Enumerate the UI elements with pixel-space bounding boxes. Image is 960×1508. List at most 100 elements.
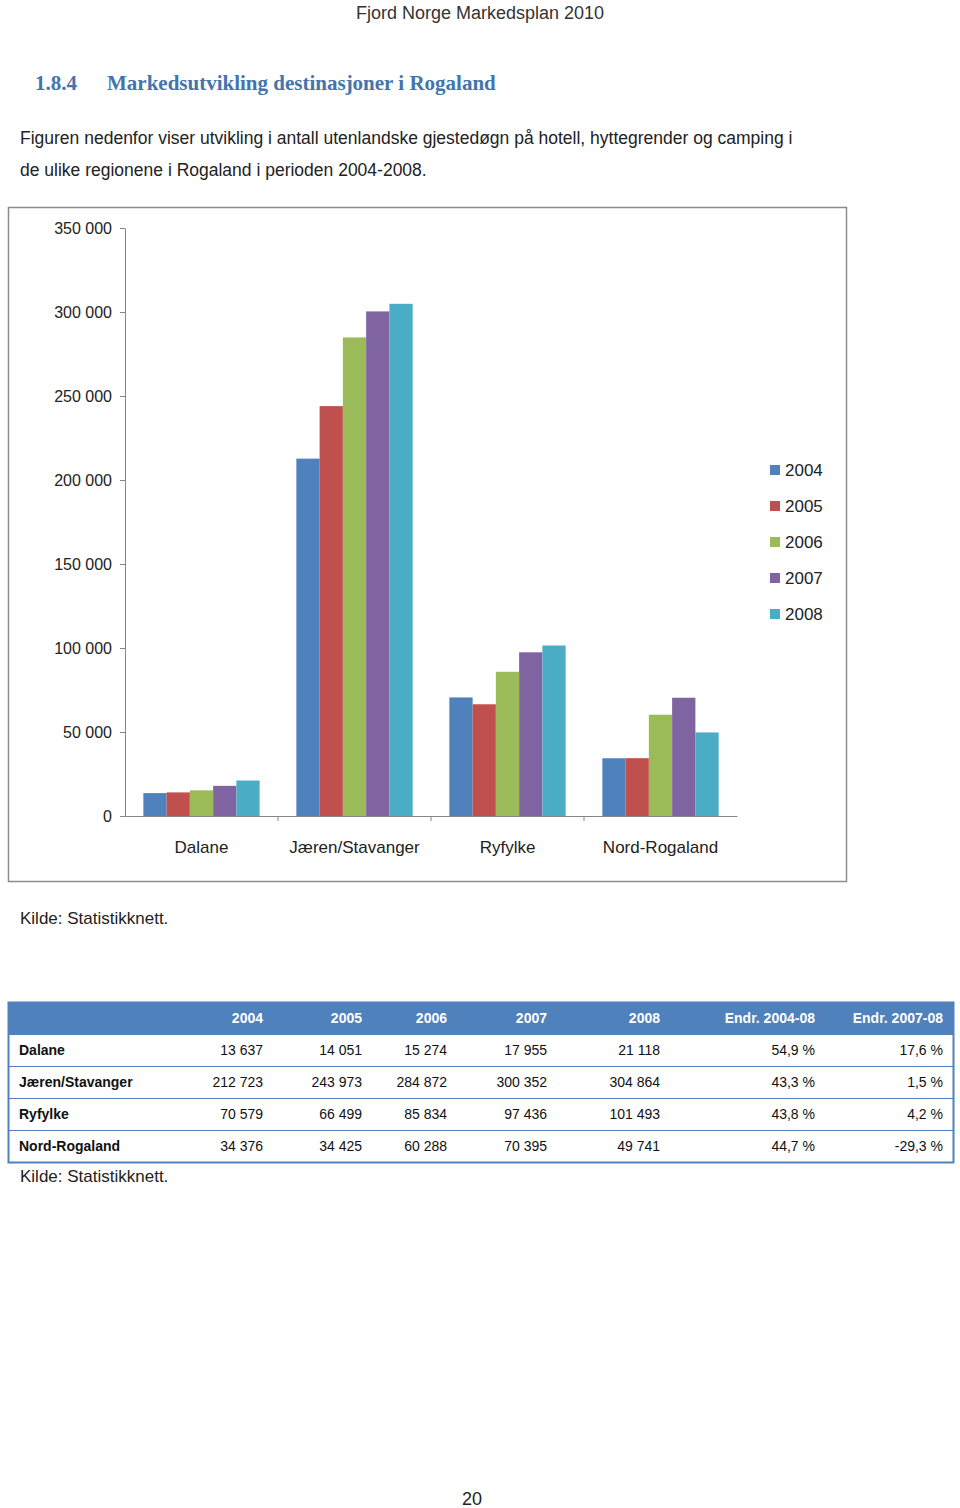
table-cell: 1,5 % — [907, 1074, 943, 1090]
tick-label: 50 000 — [63, 724, 112, 741]
table-cell: 54,9 % — [771, 1042, 815, 1058]
table-header-cell: Endr. 2004-08 — [725, 1010, 815, 1026]
bar — [343, 337, 366, 816]
y-tick: 100 000 — [54, 640, 125, 657]
bar — [296, 459, 319, 816]
bar — [389, 304, 412, 816]
tick-label: Ryfylke — [480, 838, 536, 857]
y-axis: 0 50 000 100 000 150 000 200 000 250 000 300 0… — [54, 220, 125, 825]
section-title: Markedsutvikling destinasjoner i Rogalan… — [107, 71, 496, 95]
legend-swatch — [770, 537, 780, 547]
table-cell: 44,7 % — [771, 1138, 815, 1154]
x-tick: Dalane — [175, 838, 229, 857]
table-cell: 284 872 — [396, 1074, 447, 1090]
table-cell: 243 973 — [311, 1074, 362, 1090]
x-tick: Nord-Rogaland — [603, 838, 718, 857]
source: Kilde: Statistikknett. — [20, 1167, 168, 1186]
legend-label: 2004 — [785, 461, 823, 480]
y-tick: 300 000 — [54, 304, 125, 321]
table-cell: 43,8 % — [771, 1106, 815, 1122]
bar — [542, 645, 565, 816]
table-cell: 85 834 — [404, 1106, 447, 1122]
table-row-label: Jæren/Stavanger — [19, 1074, 133, 1090]
tick-label: 150 000 — [54, 556, 112, 573]
table-header-cell: 2005 — [331, 1010, 362, 1026]
y-tick: 350 000 — [54, 220, 125, 237]
chart-frame — [9, 208, 847, 882]
tick-mark — [120, 312, 125, 313]
table-row-line — [8, 1098, 954, 1099]
bar — [672, 698, 695, 816]
x-axis: Dalane Jæren/Stavanger Ryfylke Nord-Rogalan… — [126, 816, 738, 857]
table-cell: 70 579 — [220, 1106, 263, 1122]
table-cell: 66 499 — [319, 1106, 362, 1122]
bar — [190, 790, 213, 816]
paragraph-line: Figuren nedenfor viser utvikling i antal… — [20, 128, 792, 148]
table-cell: 34 425 — [319, 1138, 362, 1154]
table-row-line — [8, 1034, 954, 1035]
category-separator — [431, 816, 432, 821]
table-header-cell: 2008 — [629, 1010, 660, 1026]
tick-label: 250 000 — [54, 388, 112, 405]
legend-swatch — [770, 609, 780, 619]
y-tick: 200 000 — [54, 472, 125, 489]
legend-label: 2007 — [785, 569, 823, 588]
bar — [449, 697, 472, 816]
table-cell: 14 051 — [319, 1042, 362, 1058]
tick-mark — [120, 396, 125, 397]
tick-mark — [120, 228, 125, 229]
paragraph-line: de ulike regionene i Rogaland i perioden… — [20, 160, 427, 180]
table: 20042005200620072008Endr. 2004-08Endr. 2… — [8, 1002, 954, 1163]
table-row-line — [8, 1130, 954, 1131]
bars — [143, 304, 718, 816]
bar — [167, 792, 190, 816]
bar — [473, 704, 496, 816]
table-cell: 49 741 — [617, 1138, 660, 1154]
table-header-cell: 2004 — [232, 1010, 263, 1026]
table-header-bg — [8, 1002, 954, 1034]
page-number: 20 — [462, 1489, 482, 1508]
bar — [695, 732, 718, 816]
category-separator — [584, 816, 585, 821]
page: Fjord Norge Markedsplan 2010 1.8.4 Markeds… — [0, 0, 960, 1508]
table-cell: 13 637 — [220, 1042, 263, 1058]
tick-label: 0 — [103, 808, 112, 825]
bar — [626, 758, 649, 816]
table-cell: 212 723 — [212, 1074, 263, 1090]
x-tick: Jæren/Stavanger — [289, 838, 420, 857]
bar — [236, 781, 259, 816]
y-tick: 250 000 — [54, 388, 125, 405]
legend: 20042005200620072008 — [770, 461, 823, 624]
bar — [649, 715, 672, 816]
tick-mark — [120, 648, 125, 649]
bar — [213, 786, 236, 816]
table-cell: 60 288 — [404, 1138, 447, 1154]
bar — [519, 652, 542, 816]
y-tick: 150 000 — [54, 556, 125, 573]
table-cell: 43,3 % — [771, 1074, 815, 1090]
tick-label: 200 000 — [54, 472, 112, 489]
section-number: 1.8.4 — [35, 71, 78, 95]
table-cell: 300 352 — [496, 1074, 547, 1090]
table-header-cell: Endr. 2007-08 — [853, 1010, 943, 1026]
legend-label: 2006 — [785, 533, 823, 552]
page-header: Fjord Norge Markedsplan 2010 — [356, 3, 604, 23]
table-cell: 70 395 — [504, 1138, 547, 1154]
table-row-line — [8, 1066, 954, 1067]
table-cell: 17 955 — [504, 1042, 547, 1058]
table-cell: 17,6 % — [899, 1042, 943, 1058]
table-cell: -29,3 % — [895, 1138, 943, 1154]
x-tick: Ryfylke — [480, 838, 536, 857]
tick-label: Nord-Rogaland — [603, 838, 718, 857]
legend-swatch — [770, 501, 780, 511]
bar — [143, 793, 166, 816]
tick-label: Dalane — [175, 838, 229, 857]
table-cell: 34 376 — [220, 1138, 263, 1154]
y-tick: 0 — [103, 808, 125, 825]
y-tick: 50 000 — [63, 724, 125, 741]
tick-mark — [120, 816, 125, 817]
tick-label: 100 000 — [54, 640, 112, 657]
tick-mark — [120, 480, 125, 481]
bar — [320, 406, 343, 816]
tick-mark — [120, 732, 125, 733]
